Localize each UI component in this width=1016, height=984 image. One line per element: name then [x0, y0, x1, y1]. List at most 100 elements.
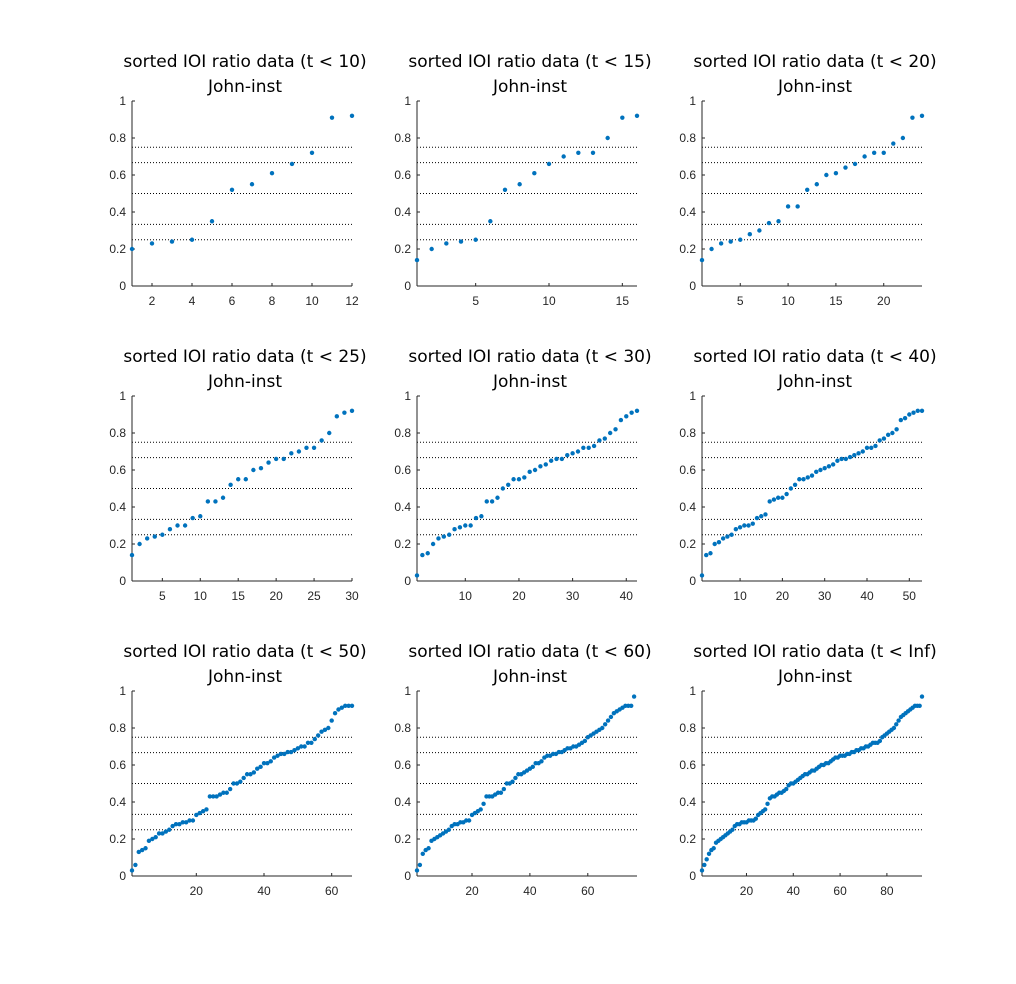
- chart-panel: sorted IOI ratio data (t < 50) John-inst 0…: [109, 642, 366, 898]
- data-point: [205, 499, 211, 504]
- y-tick-label: 0.8: [394, 131, 411, 145]
- data-point: [292, 748, 297, 753]
- data-point: [231, 781, 236, 786]
- data-point: [767, 499, 772, 504]
- data-point: [312, 736, 317, 742]
- data-point: [156, 831, 162, 836]
- data-point: [266, 460, 271, 465]
- data-point: [911, 410, 916, 415]
- data-point: [605, 135, 610, 141]
- data-point: [725, 534, 730, 539]
- x-tick-label: 15: [232, 589, 246, 603]
- data-point: [446, 827, 452, 832]
- y-tick-label: 0.8: [679, 721, 696, 735]
- data-point: [900, 135, 906, 141]
- data-point: [309, 150, 315, 155]
- x-tick-label: 2: [149, 294, 156, 308]
- x-tick-label: 5: [159, 589, 166, 603]
- data-point: [207, 794, 213, 799]
- y-tick-label: 0.6: [679, 168, 696, 182]
- chart-subtitle: John-inst: [207, 77, 282, 97]
- data-point: [426, 846, 431, 851]
- data-point: [890, 430, 895, 436]
- data-point: [271, 755, 277, 760]
- data-point: [501, 786, 507, 792]
- data-point: [532, 170, 537, 176]
- data-point: [873, 443, 878, 449]
- x-tick-label: 15: [616, 294, 630, 308]
- chart-title: sorted IOI ratio data (t < 25): [123, 347, 366, 367]
- data-point: [852, 453, 857, 458]
- x-tick-label: 40: [620, 589, 634, 603]
- data-point: [919, 408, 925, 413]
- data-point: [236, 477, 241, 482]
- data-point: [305, 740, 311, 745]
- data-point: [139, 847, 145, 853]
- y-tick-label: 0.2: [679, 242, 696, 256]
- data-point: [877, 738, 883, 744]
- y-tick-label: 0: [119, 279, 126, 293]
- data-point: [190, 515, 195, 521]
- y-tick-label: 0.2: [679, 537, 696, 551]
- data-point: [716, 539, 722, 545]
- data-point: [907, 412, 912, 417]
- data-point: [502, 187, 508, 192]
- data-point: [342, 410, 347, 415]
- data-point: [618, 417, 624, 423]
- data-point: [785, 204, 791, 209]
- y-tick-label: 1: [404, 389, 411, 403]
- data-point: [228, 482, 233, 487]
- data-point: [436, 536, 441, 541]
- y-tick-label: 0.8: [109, 721, 126, 735]
- x-tick-label: 40: [257, 884, 271, 898]
- data-point: [776, 219, 781, 224]
- data-point: [805, 187, 810, 192]
- x-tick-label: 40: [523, 884, 537, 898]
- data-point: [881, 436, 887, 441]
- x-tick-label: 6: [229, 294, 236, 308]
- data-point: [129, 246, 135, 252]
- chart-panel: sorted IOI ratio data (t < Inf) John-inst…: [679, 642, 936, 898]
- data-point: [711, 846, 716, 851]
- data-point: [576, 150, 581, 155]
- data-point: [818, 467, 823, 473]
- chart-title: sorted IOI ratio data (t < Inf): [693, 642, 936, 662]
- data-point: [543, 462, 548, 467]
- data-point: [822, 465, 827, 471]
- chart-panel: sorted IOI ratio data (t < 10) John-inst 0…: [109, 52, 366, 308]
- data-point: [746, 523, 751, 528]
- y-tick-label: 0.6: [679, 758, 696, 772]
- data-point: [349, 113, 355, 119]
- x-tick-label: 20: [877, 294, 891, 308]
- data-point: [214, 794, 219, 799]
- data-point: [468, 523, 473, 528]
- chart-panel: sorted IOI ratio data (t < 30) John-inst 0…: [394, 347, 651, 603]
- data-point: [190, 818, 196, 823]
- data-point: [871, 150, 877, 155]
- data-point: [795, 204, 800, 209]
- data-point: [329, 115, 335, 120]
- chart-title: sorted IOI ratio data (t < 20): [693, 52, 936, 72]
- y-tick-label: 1: [689, 684, 696, 698]
- chart-subtitle: John-inst: [777, 77, 852, 97]
- data-point: [898, 417, 904, 423]
- x-tick-label: 5: [737, 294, 744, 308]
- data-point: [198, 514, 203, 519]
- data-point: [288, 749, 294, 755]
- data-point: [478, 807, 483, 812]
- data-point: [481, 801, 486, 807]
- data-point: [217, 792, 223, 797]
- data-point: [160, 831, 165, 836]
- data-point: [224, 790, 229, 795]
- y-tick-label: 0.6: [394, 463, 411, 477]
- chart-title: sorted IOI ratio data (t < 60): [408, 642, 651, 662]
- chart-subtitle: John-inst: [492, 77, 567, 97]
- y-tick-label: 0.6: [109, 168, 126, 182]
- x-tick-label: 40: [787, 884, 801, 898]
- data-point: [824, 172, 829, 178]
- y-tick-label: 1: [119, 94, 126, 108]
- data-point: [163, 829, 169, 834]
- data-point: [801, 477, 806, 482]
- data-point: [295, 746, 301, 751]
- data-point: [910, 115, 915, 120]
